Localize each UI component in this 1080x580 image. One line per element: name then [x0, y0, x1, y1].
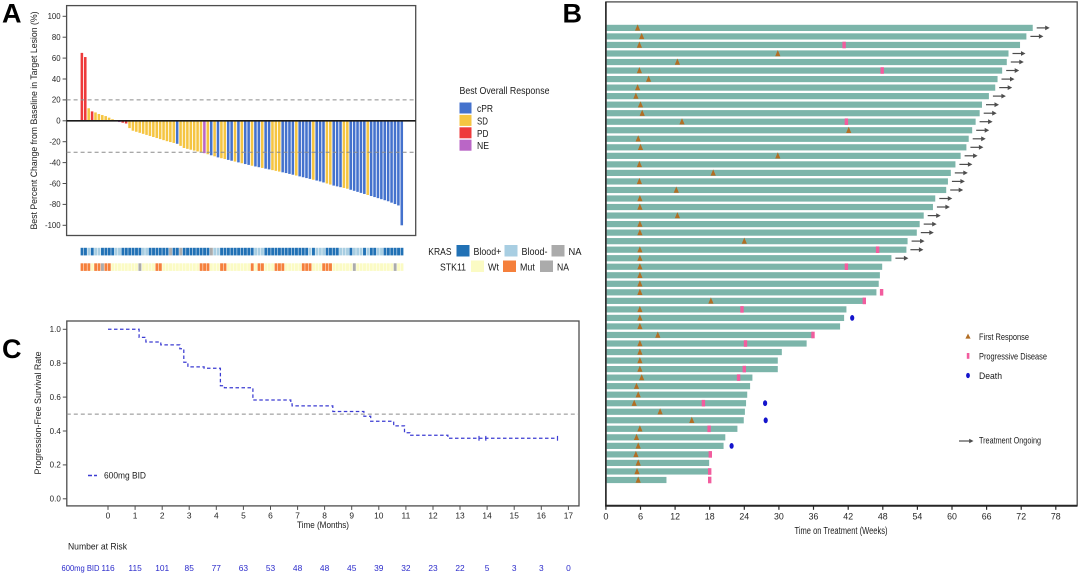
svg-text:40: 40: [52, 75, 61, 84]
svg-text:78: 78: [1051, 512, 1061, 522]
svg-text:Wt: Wt: [488, 263, 499, 274]
svg-text:KRAS: KRAS: [428, 247, 451, 258]
svg-text:60: 60: [947, 512, 957, 522]
svg-text:10: 10: [374, 511, 384, 521]
svg-text:12: 12: [670, 512, 680, 522]
svg-text:0: 0: [106, 511, 111, 521]
svg-text:36: 36: [809, 512, 819, 522]
svg-text:53: 53: [266, 563, 276, 573]
svg-text:77: 77: [212, 563, 222, 573]
svg-text:5: 5: [485, 563, 490, 573]
svg-text:0: 0: [603, 512, 608, 522]
svg-text:Number at Risk: Number at Risk: [68, 542, 127, 552]
svg-text:0.8: 0.8: [50, 359, 62, 368]
svg-text:First Response: First Response: [979, 332, 1029, 342]
svg-text:Progression-Free Survival Rate: Progression-Free Survival Rate: [33, 352, 43, 475]
svg-text:0.6: 0.6: [50, 393, 62, 402]
svg-text:63: 63: [239, 563, 249, 573]
svg-text:-60: -60: [49, 179, 61, 188]
svg-text:30: 30: [774, 512, 784, 522]
svg-text:11: 11: [402, 511, 411, 521]
svg-text:48: 48: [878, 512, 888, 522]
svg-text:14: 14: [482, 511, 492, 521]
svg-text:22: 22: [455, 563, 465, 573]
svg-text:NA: NA: [569, 247, 582, 258]
svg-text:Time on Treatment (Weeks): Time on Treatment (Weeks): [795, 526, 888, 537]
svg-text:15: 15: [510, 511, 520, 521]
svg-text:-100: -100: [45, 221, 61, 230]
svg-text:3: 3: [512, 563, 517, 573]
svg-text:115: 115: [128, 563, 142, 573]
svg-text:72: 72: [1016, 512, 1026, 522]
svg-text:80: 80: [52, 33, 61, 42]
svg-text:NA: NA: [557, 263, 569, 274]
svg-text:8: 8: [322, 511, 327, 521]
svg-text:A: A: [2, 0, 22, 29]
svg-text:42: 42: [843, 512, 853, 522]
svg-text:Progressive Disease: Progressive Disease: [979, 352, 1047, 362]
svg-text:39: 39: [374, 563, 384, 573]
svg-text:1: 1: [133, 511, 138, 521]
svg-text:Best Overall Response: Best Overall Response: [460, 86, 550, 97]
svg-text:0.2: 0.2: [50, 461, 62, 470]
svg-text:Death: Death: [979, 371, 1002, 381]
svg-text:0: 0: [56, 117, 61, 126]
svg-text:101: 101: [155, 563, 169, 573]
svg-text:45: 45: [347, 563, 357, 573]
svg-text:600mg BID: 600mg BID: [104, 471, 146, 481]
svg-text:5: 5: [241, 511, 246, 521]
svg-text:B: B: [563, 0, 583, 29]
svg-text:23: 23: [428, 563, 438, 573]
svg-text:0.4: 0.4: [50, 427, 62, 436]
svg-text:Mut: Mut: [520, 263, 535, 274]
svg-text:116: 116: [101, 563, 115, 573]
svg-text:-80: -80: [49, 200, 61, 209]
svg-text:66: 66: [982, 512, 992, 522]
svg-text:600mg BID: 600mg BID: [62, 563, 100, 573]
svg-text:18: 18: [705, 512, 715, 522]
svg-text:Treatment Ongoing: Treatment Ongoing: [979, 436, 1041, 446]
svg-text:3: 3: [187, 511, 192, 521]
svg-text:6: 6: [268, 511, 273, 521]
svg-text:48: 48: [320, 563, 330, 573]
svg-text:17: 17: [564, 511, 574, 521]
svg-text:54: 54: [913, 512, 923, 522]
svg-text:0: 0: [566, 563, 571, 573]
svg-text:NE: NE: [477, 141, 489, 152]
svg-text:24: 24: [739, 512, 749, 522]
svg-text:2: 2: [160, 511, 165, 521]
svg-text:16: 16: [537, 511, 547, 521]
svg-text:1.0: 1.0: [50, 325, 62, 334]
svg-text:STK11: STK11: [440, 263, 466, 274]
svg-text:C: C: [2, 334, 22, 364]
svg-text:48: 48: [293, 563, 303, 573]
svg-text:7: 7: [295, 511, 300, 521]
svg-text:Best Percent Change from Basel: Best Percent Change from Baseline in Tar…: [29, 12, 39, 230]
svg-text:PD: PD: [477, 129, 489, 140]
svg-text:4: 4: [214, 511, 219, 521]
svg-text:cPR: cPR: [477, 104, 493, 115]
svg-text:3: 3: [539, 563, 544, 573]
svg-text:6: 6: [638, 512, 643, 522]
svg-text:60: 60: [52, 54, 61, 63]
svg-text:13: 13: [455, 511, 465, 521]
svg-text:20: 20: [52, 96, 61, 105]
svg-text:85: 85: [185, 563, 195, 573]
svg-text:SD: SD: [477, 116, 488, 127]
svg-text:0.0: 0.0: [50, 495, 62, 504]
svg-text:Time (Months): Time (Months): [297, 520, 349, 530]
svg-text:12: 12: [428, 511, 438, 521]
svg-text:9: 9: [349, 511, 354, 521]
svg-text:Blood-: Blood-: [522, 247, 548, 258]
svg-text:100: 100: [48, 12, 62, 21]
svg-text:-20: -20: [49, 138, 61, 147]
svg-text:-40: -40: [49, 158, 61, 167]
svg-text:Blood+: Blood+: [474, 247, 502, 258]
svg-text:32: 32: [401, 563, 411, 573]
